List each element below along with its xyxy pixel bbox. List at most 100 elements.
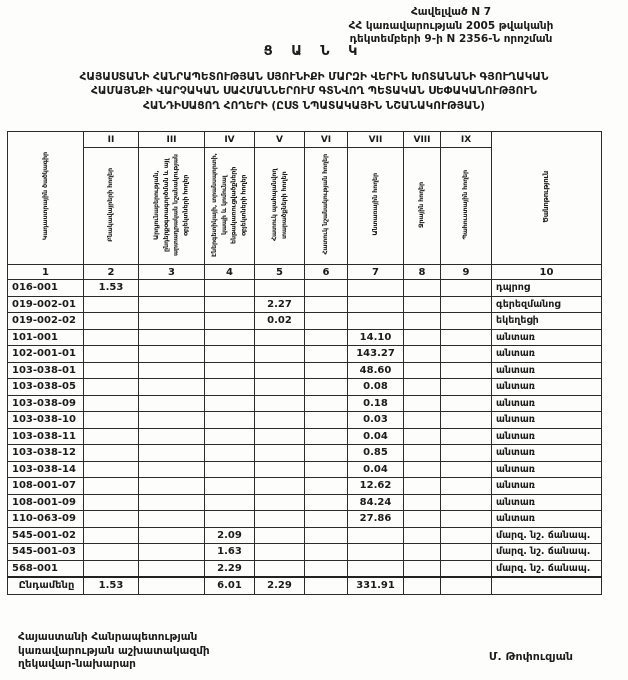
area-value-cell	[204, 378, 255, 396]
area-value-cell	[304, 477, 348, 495]
area-value-cell	[304, 543, 348, 561]
area-value-cell	[304, 427, 348, 445]
area-value-cell	[440, 345, 492, 363]
area-value-cell	[347, 559, 404, 578]
col-header-special-purpose-lands: Հատուկ նշանակության հողեր	[304, 147, 348, 265]
area-value-cell	[304, 328, 348, 346]
area-value-cell	[204, 394, 255, 412]
cadastral-code-cell: 110-063-09	[7, 510, 84, 528]
area-value-cell	[254, 510, 305, 528]
area-value-cell	[304, 559, 348, 578]
area-value-cell: 0.04	[347, 427, 404, 445]
col-header-water-lands: Ջրային հողեր	[403, 147, 441, 265]
area-value-cell	[204, 295, 255, 313]
roman-numeral: V	[254, 131, 305, 148]
roman-numeral: VII	[347, 131, 404, 148]
area-value-cell: 1.53	[83, 279, 139, 297]
cadastral-code-cell: 108-001-07	[7, 477, 84, 495]
area-value-cell: 1.63	[204, 543, 255, 561]
col-header-cadastral-code: Կադաստրային ծածկագիր	[7, 131, 84, 265]
area-value-cell	[347, 279, 404, 297]
subtitle-line: ՀԱՅԱՍՏԱՆԻ ՀԱՆՐԱՊԵՏՈՒԹՅԱՆ ՍՅՈՒՆԻՔԻ ՄԱՐԶԻ …	[79, 71, 549, 83]
area-value-cell	[440, 279, 492, 297]
area-value-cell	[347, 295, 404, 313]
area-value-cell: 2.27	[254, 295, 305, 313]
col-header-settlement-lands: Բնակավայրերի հողեր	[83, 147, 139, 265]
area-value-cell	[254, 378, 305, 396]
area-value-cell	[204, 427, 255, 445]
area-value-cell	[440, 460, 492, 478]
note-cell: գերեզմանոց	[491, 295, 602, 313]
area-value-cell	[440, 526, 492, 544]
area-value-cell: 12.62	[347, 477, 404, 495]
area-value-cell	[254, 444, 305, 462]
area-value-cell	[138, 493, 205, 511]
area-value-cell	[403, 510, 441, 528]
area-value-cell	[254, 411, 305, 429]
area-value-cell	[304, 576, 348, 595]
note-cell: մարզ. նշ. ճանապ.	[491, 526, 602, 544]
area-value-cell	[403, 477, 441, 495]
signatory-title-line: կառավարության աշխատակազմի	[18, 644, 210, 657]
table-row: 545-001-02 2.09 մարզ. նշ. ճանապ.	[7, 526, 602, 544]
area-value-cell	[304, 361, 348, 379]
area-value-cell	[138, 526, 205, 544]
area-value-cell	[254, 460, 305, 478]
note-cell: անտառ	[491, 328, 602, 346]
area-value-cell	[403, 378, 441, 396]
area-value-cell	[254, 526, 305, 544]
area-value-cell	[440, 559, 492, 578]
note-cell: անտառ	[491, 477, 602, 495]
area-value-cell	[440, 328, 492, 346]
area-value-cell	[254, 493, 305, 511]
subtitle-line: ՀԱՄԱՅՆՔԻ ՎԱՐՉԱԿԱՆ ՍԱՀՄԱՆՆԵՐՈՒՄ ԳՏՆՎՈՂ ՊԵ…	[90, 85, 538, 98]
area-value-cell: 0.08	[347, 378, 404, 396]
area-value-cell	[138, 394, 205, 412]
roman-numeral: III	[138, 131, 205, 148]
table-row: 016-001 1.53 դպրոց	[7, 279, 602, 297]
area-value-cell	[204, 444, 255, 462]
column-number: 1	[7, 264, 84, 280]
area-value-cell	[138, 295, 205, 313]
area-value-cell: 48.60	[347, 361, 404, 379]
cadastral-code-header-text: Կադաստրային ծածկագիր	[40, 152, 49, 241]
table-row: 103-038-12 0.85 անտառ	[7, 444, 602, 462]
area-value-cell	[83, 477, 139, 495]
area-value-cell	[440, 427, 492, 445]
area-value-cell	[254, 559, 305, 578]
column-number: 3	[138, 264, 205, 280]
table-row: 568-001 2.29 մարզ. նշ. ճանապ.	[7, 559, 602, 578]
area-value-cell	[440, 394, 492, 412]
area-value-cell	[83, 411, 139, 429]
column-number: 8	[403, 264, 441, 280]
table-row: 545-001-03 1.63 մարզ. նշ. ճանապ.	[7, 543, 602, 561]
appendix-line: ՀՀ կառավարության 2005 թվականի	[348, 19, 554, 32]
note-cell: անտառ	[491, 361, 602, 379]
area-value-cell	[403, 411, 441, 429]
note-cell: անտառ	[491, 444, 602, 462]
cadastral-code-cell: 019-002-01	[7, 295, 84, 313]
area-value-cell: 331.91	[347, 576, 404, 595]
area-value-cell	[440, 493, 492, 511]
area-value-cell: 27.86	[347, 510, 404, 528]
note-cell: անտառ	[491, 394, 602, 412]
area-value-cell	[138, 279, 205, 297]
area-value-cell	[138, 477, 205, 495]
table-row: 103-038-11 0.04 անտառ	[7, 427, 602, 445]
column-number: 10	[491, 264, 602, 280]
column-number: 6	[304, 264, 348, 280]
cadastral-code-cell: 102-001-01	[7, 345, 84, 363]
cadastral-code-cell: 103-038-09	[7, 394, 84, 412]
area-value-cell: 6.01	[204, 576, 255, 595]
area-value-cell	[83, 427, 139, 445]
area-value-cell	[138, 345, 205, 363]
signatory-title-line: ղեկավար-նախարար	[18, 658, 136, 671]
area-value-cell	[254, 394, 305, 412]
area-value-cell: 2.29	[254, 576, 305, 595]
area-value-cell: 143.27	[347, 345, 404, 363]
note-cell: անտառ	[491, 378, 602, 396]
area-value-cell	[138, 559, 205, 578]
col-header-forest-lands: Անտառային հողեր	[347, 147, 404, 265]
area-value-cell: 84.24	[347, 493, 404, 511]
